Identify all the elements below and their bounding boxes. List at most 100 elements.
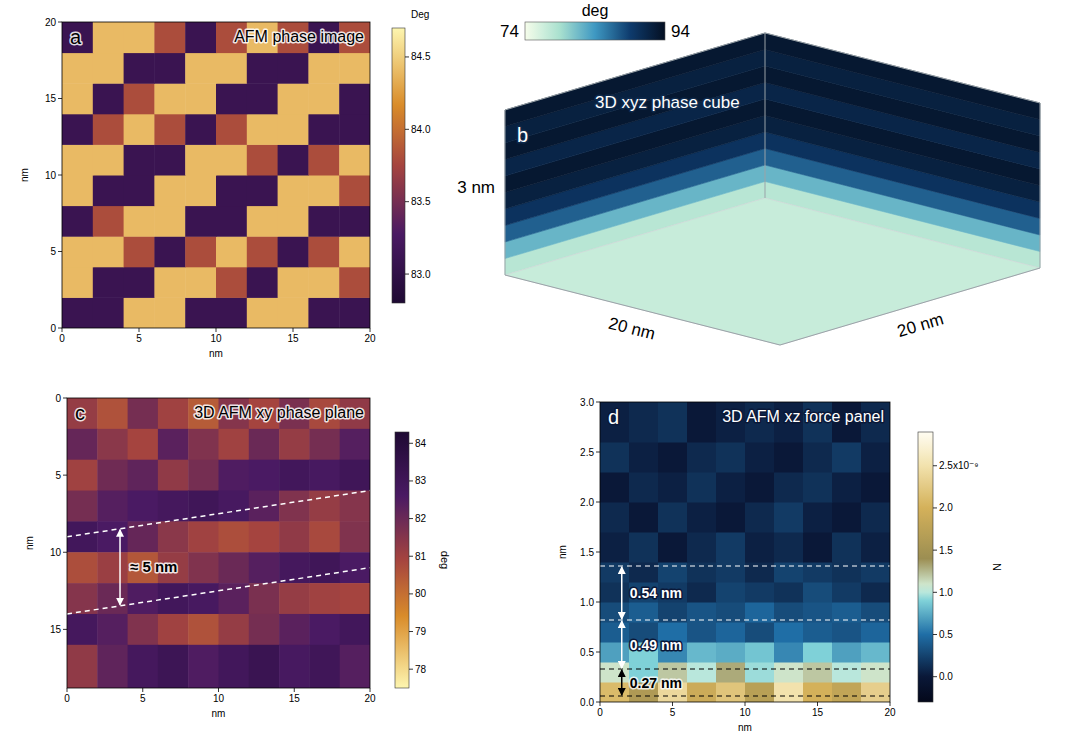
cell: [279, 583, 310, 614]
cell: [745, 582, 775, 603]
cell: [279, 429, 310, 460]
cell: [247, 236, 278, 267]
y-tick-label: 1.5: [580, 547, 594, 558]
cell: [832, 472, 862, 503]
cell: [278, 114, 309, 145]
colorbar-tick: [409, 518, 413, 519]
cell: [716, 622, 746, 643]
plot-frame: [62, 22, 370, 328]
cell: [745, 622, 775, 643]
cell: [249, 460, 280, 491]
cell: [62, 267, 93, 298]
cell: [62, 83, 93, 114]
y-tick: [63, 552, 67, 553]
cell: [687, 562, 717, 583]
colorbar-tick-label: 81: [415, 551, 427, 562]
cell: [629, 472, 659, 503]
cell: [803, 642, 833, 663]
y-tick-label: 2.0: [580, 497, 594, 508]
cell: [832, 662, 862, 683]
cell: [278, 144, 309, 175]
cell: [154, 144, 185, 175]
cell: [128, 521, 159, 552]
cube-edge: [765, 33, 1040, 103]
cell: [216, 297, 247, 328]
colorbar: [525, 22, 665, 40]
cell: [158, 645, 189, 688]
cell: [745, 602, 775, 623]
x-tick-label: 5: [140, 693, 146, 704]
cell: [185, 22, 216, 53]
cell: [247, 114, 278, 145]
arrow: [621, 670, 623, 695]
cell: [93, 297, 124, 328]
cell: [658, 402, 688, 443]
cell: [278, 206, 309, 237]
cell: [185, 236, 216, 267]
colorbar-title: Deg: [411, 9, 429, 20]
wall-layer: [765, 33, 1040, 120]
cell: [340, 645, 370, 688]
colorbar-tick: [409, 669, 413, 670]
y-tick-label: 0.5: [580, 647, 594, 658]
y-tick: [58, 175, 62, 176]
cell: [774, 472, 804, 503]
colorbar-tick-label: 74: [500, 22, 519, 41]
cell: [128, 491, 159, 522]
overlay: [600, 566, 890, 696]
cell: [188, 614, 219, 645]
cell: [629, 402, 659, 443]
cell: [97, 398, 128, 429]
cell: [154, 175, 185, 206]
panel-title: 3D xyz phase cube: [595, 93, 740, 112]
cell: [803, 442, 833, 473]
y-tick: [63, 475, 67, 476]
x-tick-label: 0: [597, 707, 603, 718]
panel-title: AFM phase image: [234, 28, 364, 45]
y-axis-title: 20 nm: [895, 309, 946, 341]
x-tick: [139, 328, 140, 332]
x-tick-label: 5: [136, 333, 142, 344]
cell: [97, 429, 128, 460]
cell: [309, 645, 340, 688]
colorbar-tick: [933, 465, 937, 466]
y-axis-title: nm: [19, 168, 30, 182]
cell: [216, 175, 247, 206]
cell: [340, 491, 370, 522]
cell: [340, 460, 370, 491]
y-tick-label: 3.0: [580, 397, 594, 408]
cell: [185, 53, 216, 84]
cell: [216, 267, 247, 298]
cell: [745, 662, 775, 683]
cell: [308, 236, 339, 267]
y-tick: [58, 98, 62, 99]
cell: [745, 642, 775, 663]
cell: [216, 83, 247, 114]
cell: [658, 562, 688, 583]
cell: [716, 532, 746, 563]
cell: [716, 642, 746, 663]
cell: [308, 144, 339, 175]
cell: [219, 583, 250, 614]
cell: [832, 562, 862, 583]
cell: [124, 53, 155, 84]
cell: [62, 53, 93, 84]
floor: [505, 198, 1040, 345]
cell: [247, 175, 278, 206]
cell: [97, 521, 128, 552]
cell: [249, 583, 280, 614]
x-tick-label: 20: [884, 707, 896, 718]
cells: [62, 22, 370, 328]
cell: [128, 614, 159, 645]
cell: [124, 267, 155, 298]
cell: [67, 583, 98, 614]
cell: [716, 442, 746, 473]
cell: [97, 491, 128, 522]
y-tick-label: 15: [50, 624, 62, 635]
cell: [716, 502, 746, 533]
dashed-line: [600, 668, 890, 669]
cell: [97, 645, 128, 688]
colorbar-tick: [933, 634, 937, 635]
panel-letter: d: [608, 406, 619, 428]
cell: [600, 402, 630, 443]
